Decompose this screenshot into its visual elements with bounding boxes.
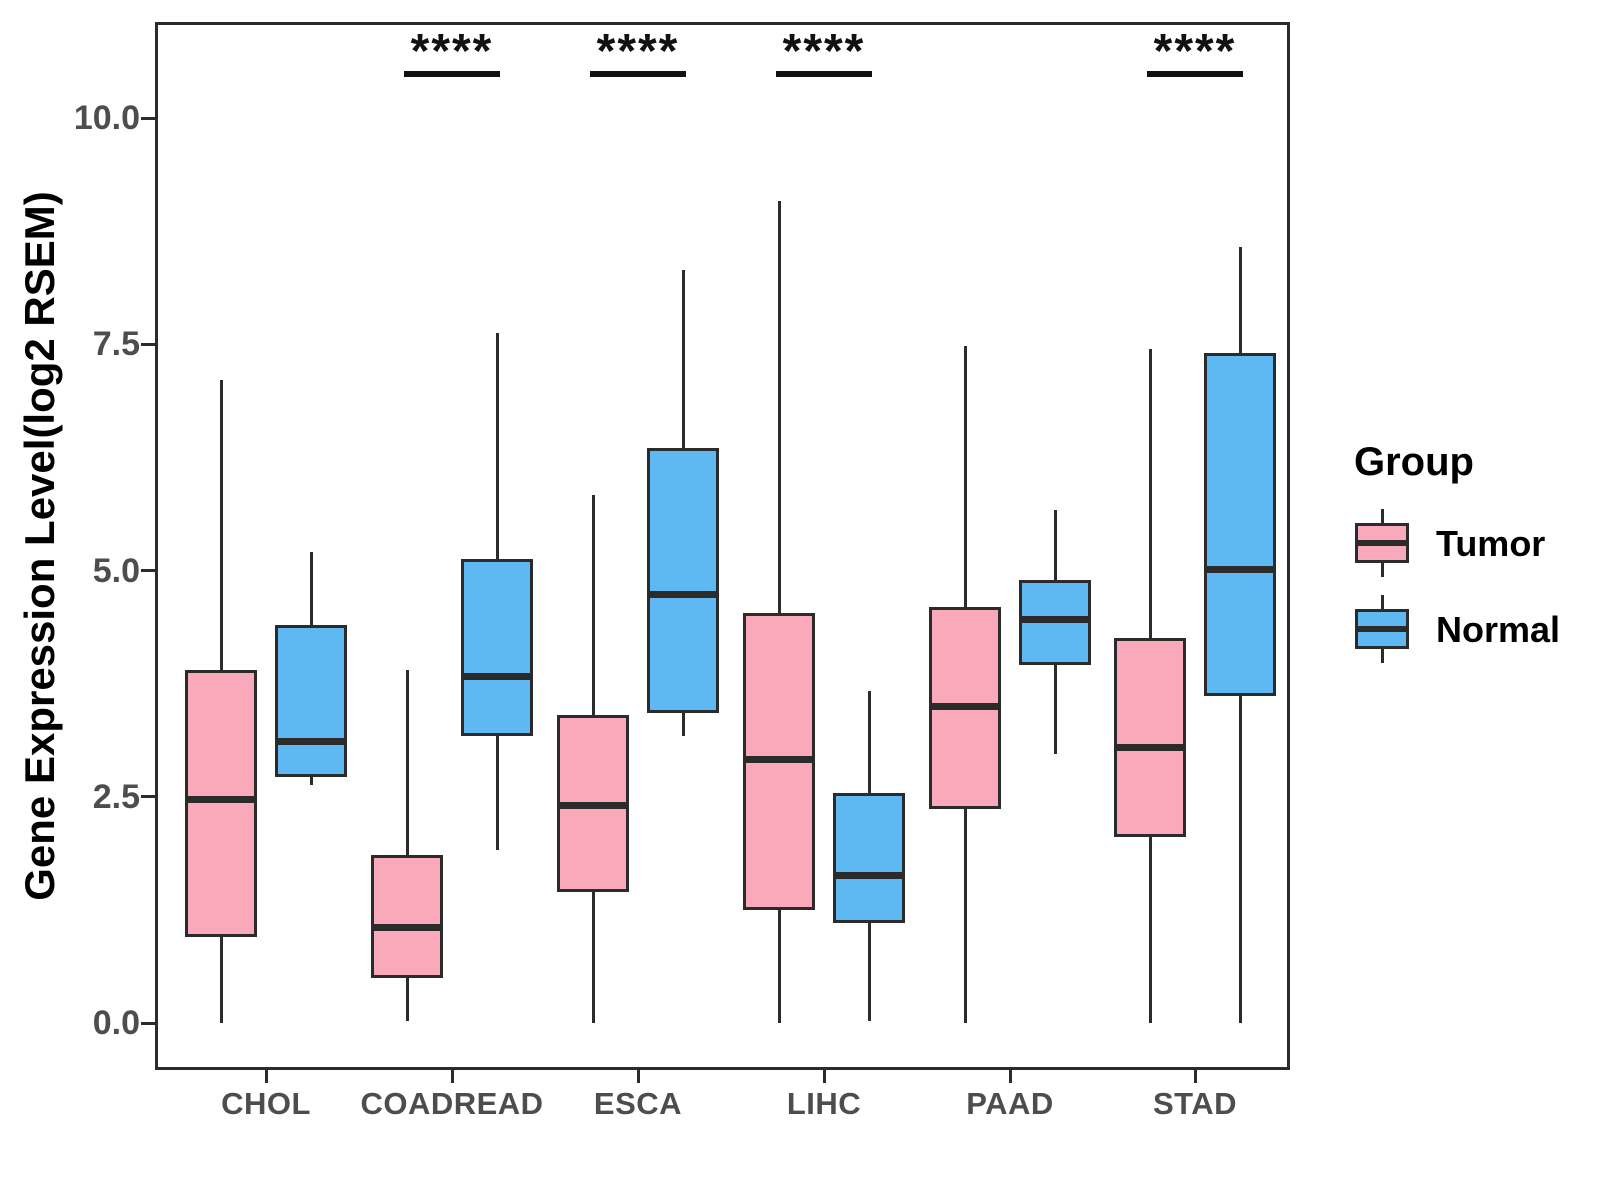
whisker-lower-tumor-lihc: [777, 909, 781, 1023]
y-axis-tick: [141, 569, 155, 572]
median-tumor-esca: [560, 802, 626, 810]
legend-key-whisker-top: [1380, 509, 1384, 523]
median-normal-stad: [1207, 566, 1273, 574]
whisker-upper-tumor-lihc: [777, 201, 781, 614]
whisker-lower-normal-chol: [309, 776, 313, 785]
legend-key-boxplot-icon: [1354, 595, 1410, 665]
legend-key-whisker-top: [1380, 595, 1384, 609]
box-tumor-chol: [185, 670, 257, 938]
median-normal-coadread: [464, 672, 530, 680]
y-axis-tick-label: 2.5: [92, 777, 140, 816]
whisker-lower-normal-coadread: [495, 736, 499, 851]
box-normal-chol: [275, 624, 347, 777]
whisker-upper-normal-coadread: [495, 333, 499, 559]
median-tumor-paad: [932, 702, 998, 710]
box-normal-stad: [1204, 353, 1276, 697]
box-normal-lihc: [833, 793, 905, 924]
whisker-lower-tumor-coadread: [405, 977, 409, 1022]
whisker-upper-tumor-paad: [963, 346, 967, 607]
x-axis-category-label: STAD: [1152, 1086, 1238, 1121]
x-axis-category-label: PAAD: [966, 1086, 1054, 1121]
y-axis-tick-label: 10.0: [73, 99, 140, 137]
x-axis-category-label: ESCA: [593, 1086, 683, 1121]
median-normal-chol: [278, 738, 344, 746]
box-normal-coadread: [461, 558, 533, 737]
whisker-upper-normal-paad: [1053, 509, 1057, 581]
whisker-upper-tumor-coadread: [405, 670, 409, 855]
y-axis-tick-label: 7.5: [92, 325, 140, 364]
box-normal-esca: [647, 448, 719, 714]
legend-items: Tumor Normal: [1330, 509, 1590, 665]
whisker-lower-normal-paad: [1053, 664, 1057, 755]
whisker-lower-tumor-paad: [963, 809, 967, 1023]
median-normal-lihc: [836, 871, 902, 879]
y-axis-tick: [141, 342, 155, 346]
x-axis-category-label: CHOL: [221, 1086, 311, 1121]
median-tumor-lihc: [746, 756, 812, 764]
significance-stars-coadread: ****: [410, 25, 494, 78]
legend-item-normal: Normal: [1354, 595, 1590, 665]
box-tumor-stad: [1114, 638, 1186, 838]
median-tumor-stad: [1117, 744, 1183, 752]
x-axis-category-label: COADREAD: [360, 1086, 544, 1121]
legend-title: Group: [1354, 440, 1474, 484]
legend-key-median: [1358, 626, 1406, 632]
legend-key-median: [1358, 540, 1406, 546]
legend-item-label: Normal: [1436, 609, 1561, 650]
median-tumor-coadread: [374, 924, 440, 932]
legend-item-label: Tumor: [1436, 523, 1546, 564]
median-normal-paad: [1022, 615, 1088, 623]
whisker-upper-normal-chol: [309, 552, 313, 625]
legend-key-boxplot-icon: [1354, 509, 1410, 579]
y-axis-tick-label: 5.0: [92, 551, 140, 590]
box-tumor-coadread: [371, 854, 443, 978]
whisker-lower-normal-stad: [1238, 696, 1242, 1023]
whisker-upper-tumor-chol: [219, 380, 223, 671]
median-normal-esca: [650, 590, 716, 598]
significance-bar-esca: [590, 71, 686, 77]
whisker-upper-normal-lihc: [867, 690, 871, 794]
whisker-lower-tumor-chol: [219, 937, 223, 1023]
legend-item-tumor: Tumor: [1354, 509, 1590, 579]
significance-stars-stad: ****: [1153, 25, 1237, 78]
whisker-lower-tumor-esca: [591, 891, 595, 1023]
y-axis-tick-label: 0.0: [92, 1004, 140, 1042]
significance-bar-stad: [1147, 71, 1243, 77]
x-axis-tick: [264, 1070, 268, 1083]
whisker-lower-normal-esca: [681, 713, 685, 737]
whisker-upper-tumor-esca: [591, 495, 595, 716]
x-axis-tick: [450, 1070, 454, 1083]
y-axis-tick: [141, 1021, 155, 1025]
x-axis-tick: [636, 1070, 640, 1083]
significance-stars-lihc: ****: [782, 25, 866, 78]
whisker-upper-tumor-stad: [1148, 348, 1152, 639]
x-axis-category-label: LIHC: [786, 1086, 862, 1121]
whisker-lower-normal-lihc: [867, 923, 871, 1022]
significance-bar-lihc: [776, 71, 872, 77]
y-axis-tick: [141, 795, 155, 799]
plot-panel: [155, 22, 1290, 1070]
y-axis-tick: [141, 116, 155, 120]
whisker-upper-normal-stad: [1238, 246, 1242, 354]
legend-key-whisker-bottom: [1380, 563, 1384, 577]
significance-stars-esca: ****: [596, 25, 680, 78]
legend: Group Tumor Normal: [1330, 440, 1590, 681]
significance-bar-coadread: [404, 71, 500, 77]
x-axis-tick: [822, 1070, 826, 1083]
x-axis-tick: [1008, 1070, 1012, 1083]
whisker-lower-tumor-stad: [1148, 837, 1152, 1023]
legend-key-whisker-bottom: [1380, 649, 1384, 663]
median-tumor-chol: [188, 795, 254, 803]
whisker-upper-normal-esca: [681, 270, 685, 449]
x-axis-tick: [1193, 1070, 1197, 1083]
